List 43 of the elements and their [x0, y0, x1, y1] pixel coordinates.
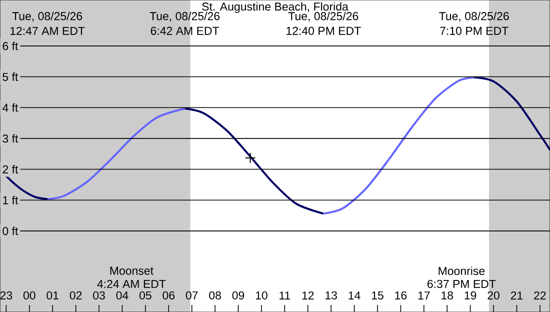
- x-tick-label: 16: [395, 291, 407, 300]
- x-tick-label: 12: [302, 291, 314, 300]
- x-tick-label: 04: [116, 291, 128, 300]
- annotation: 12:40 PM EDT: [286, 26, 361, 35]
- annotation: Tue, 08/25/26: [150, 12, 220, 22]
- x-tick-label: 07: [186, 291, 198, 300]
- annotation: 12:47 AM EDT: [10, 26, 85, 35]
- x-tick-label: 02: [70, 291, 82, 300]
- x-tick-label: 08: [209, 291, 221, 300]
- annotation: 7:10 PM EDT: [440, 26, 508, 35]
- x-tick-label: 06: [162, 291, 175, 300]
- x-tick-label: 13: [326, 291, 337, 300]
- chart-title: St. Augustine Beach, Florida: [202, 2, 348, 13]
- y-tick-label: 5 ft: [2, 72, 18, 81]
- annotation: Tue, 08/25/26: [288, 12, 358, 22]
- y-tick-label: 6 ft: [2, 42, 18, 50]
- x-tick-label: 09: [232, 291, 244, 300]
- y-tick-label: 0 ft: [2, 226, 18, 236]
- x-tick-label: 18: [442, 291, 454, 300]
- annotation: 4:24 AM EDT: [97, 280, 166, 288]
- x-tick-label: 14: [348, 292, 360, 300]
- x-tick-label: 19: [464, 291, 476, 300]
- x-tick-label: 00: [23, 291, 36, 300]
- annotation: 6:42 AM EDT: [150, 26, 220, 35]
- y-tick-label: 1 ft: [3, 196, 18, 204]
- y-tick-label: 2 ft: [2, 165, 18, 174]
- annotation: 6:37 PM EDT: [428, 280, 496, 288]
- annotation: Moonset: [110, 266, 154, 275]
- x-tick-label: 22: [534, 291, 546, 300]
- x-tick-label: 17: [418, 292, 430, 300]
- annotation: Moonrise: [438, 266, 485, 276]
- x-tick-label: 03: [93, 291, 105, 300]
- x-tick-label: 05: [139, 291, 152, 300]
- x-tick-label: 20: [488, 291, 500, 300]
- annotation: Tue, 08/25/26: [439, 12, 509, 22]
- x-tick-label: 10: [256, 291, 268, 300]
- y-tick-label: 4 ft: [2, 103, 18, 112]
- annotation: Tue, 08/25/26: [12, 12, 82, 22]
- y-tick-label: 3 ft: [2, 134, 18, 143]
- x-tick-label: 21: [510, 291, 523, 300]
- x-tick-label: 15: [372, 291, 384, 300]
- x-tick-label: 11: [280, 292, 290, 300]
- x-tick-label: 01: [46, 291, 58, 300]
